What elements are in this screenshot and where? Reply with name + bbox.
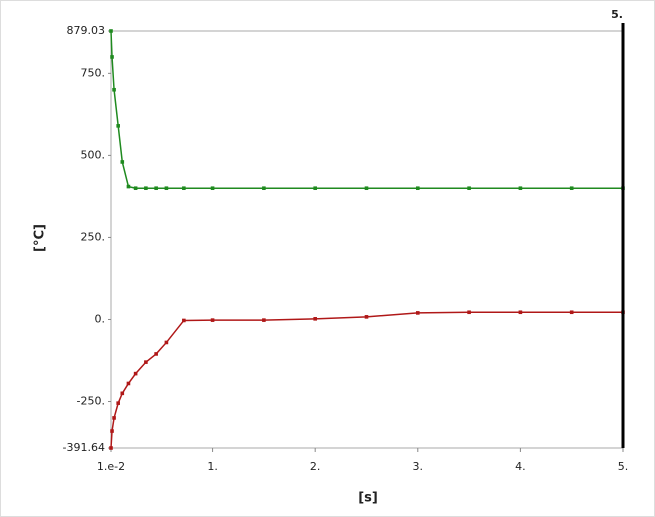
point (154, 352, 158, 356)
point (164, 186, 169, 191)
point (467, 310, 471, 315)
x-tick-label: 3. (413, 460, 424, 473)
point (126, 184, 131, 189)
point (364, 186, 369, 191)
y-tick-label: 879.03 (67, 24, 106, 37)
point (164, 340, 169, 345)
y-tick-label: -250. (77, 395, 105, 408)
point (126, 381, 131, 386)
point (110, 55, 114, 59)
y-axis-title: [°C] (33, 224, 48, 252)
point (182, 318, 186, 323)
point (262, 186, 266, 191)
point (120, 391, 125, 396)
series-line (110, 30, 623, 189)
point (518, 186, 523, 191)
point (210, 318, 215, 322)
point (313, 317, 317, 321)
point (364, 315, 369, 319)
point (210, 186, 215, 191)
point (415, 186, 420, 191)
x-tick-label: 1.e-2 (97, 460, 125, 473)
x-tick-label: 1. (207, 460, 218, 473)
x-tick-label: 5. (618, 460, 629, 473)
y-tick-label: 500. (81, 148, 106, 161)
point (182, 186, 186, 191)
y-tick-label: 750. (81, 66, 106, 79)
point (120, 160, 125, 164)
point (110, 429, 114, 433)
point (144, 186, 148, 191)
point (112, 87, 116, 92)
point (467, 186, 471, 191)
point (313, 186, 317, 191)
cursor-label: 5. (611, 8, 623, 21)
point (518, 310, 523, 315)
x-tick-label: 4. (515, 460, 526, 473)
point (133, 186, 138, 191)
point (154, 186, 158, 191)
point (109, 29, 113, 33)
y-tick-label: 250. (81, 230, 106, 243)
point (415, 311, 420, 315)
point (109, 446, 113, 450)
point (133, 371, 138, 376)
point (262, 318, 266, 322)
point (112, 416, 116, 420)
point (569, 310, 574, 315)
point (116, 401, 120, 405)
point (144, 360, 148, 364)
x-tick-label: 2. (310, 460, 321, 473)
point (569, 186, 574, 191)
y-tick-label: 0. (95, 312, 106, 325)
point (116, 124, 120, 128)
x-axis-title: [s] (358, 491, 378, 506)
y-tick-label: -391.64 (63, 441, 105, 454)
